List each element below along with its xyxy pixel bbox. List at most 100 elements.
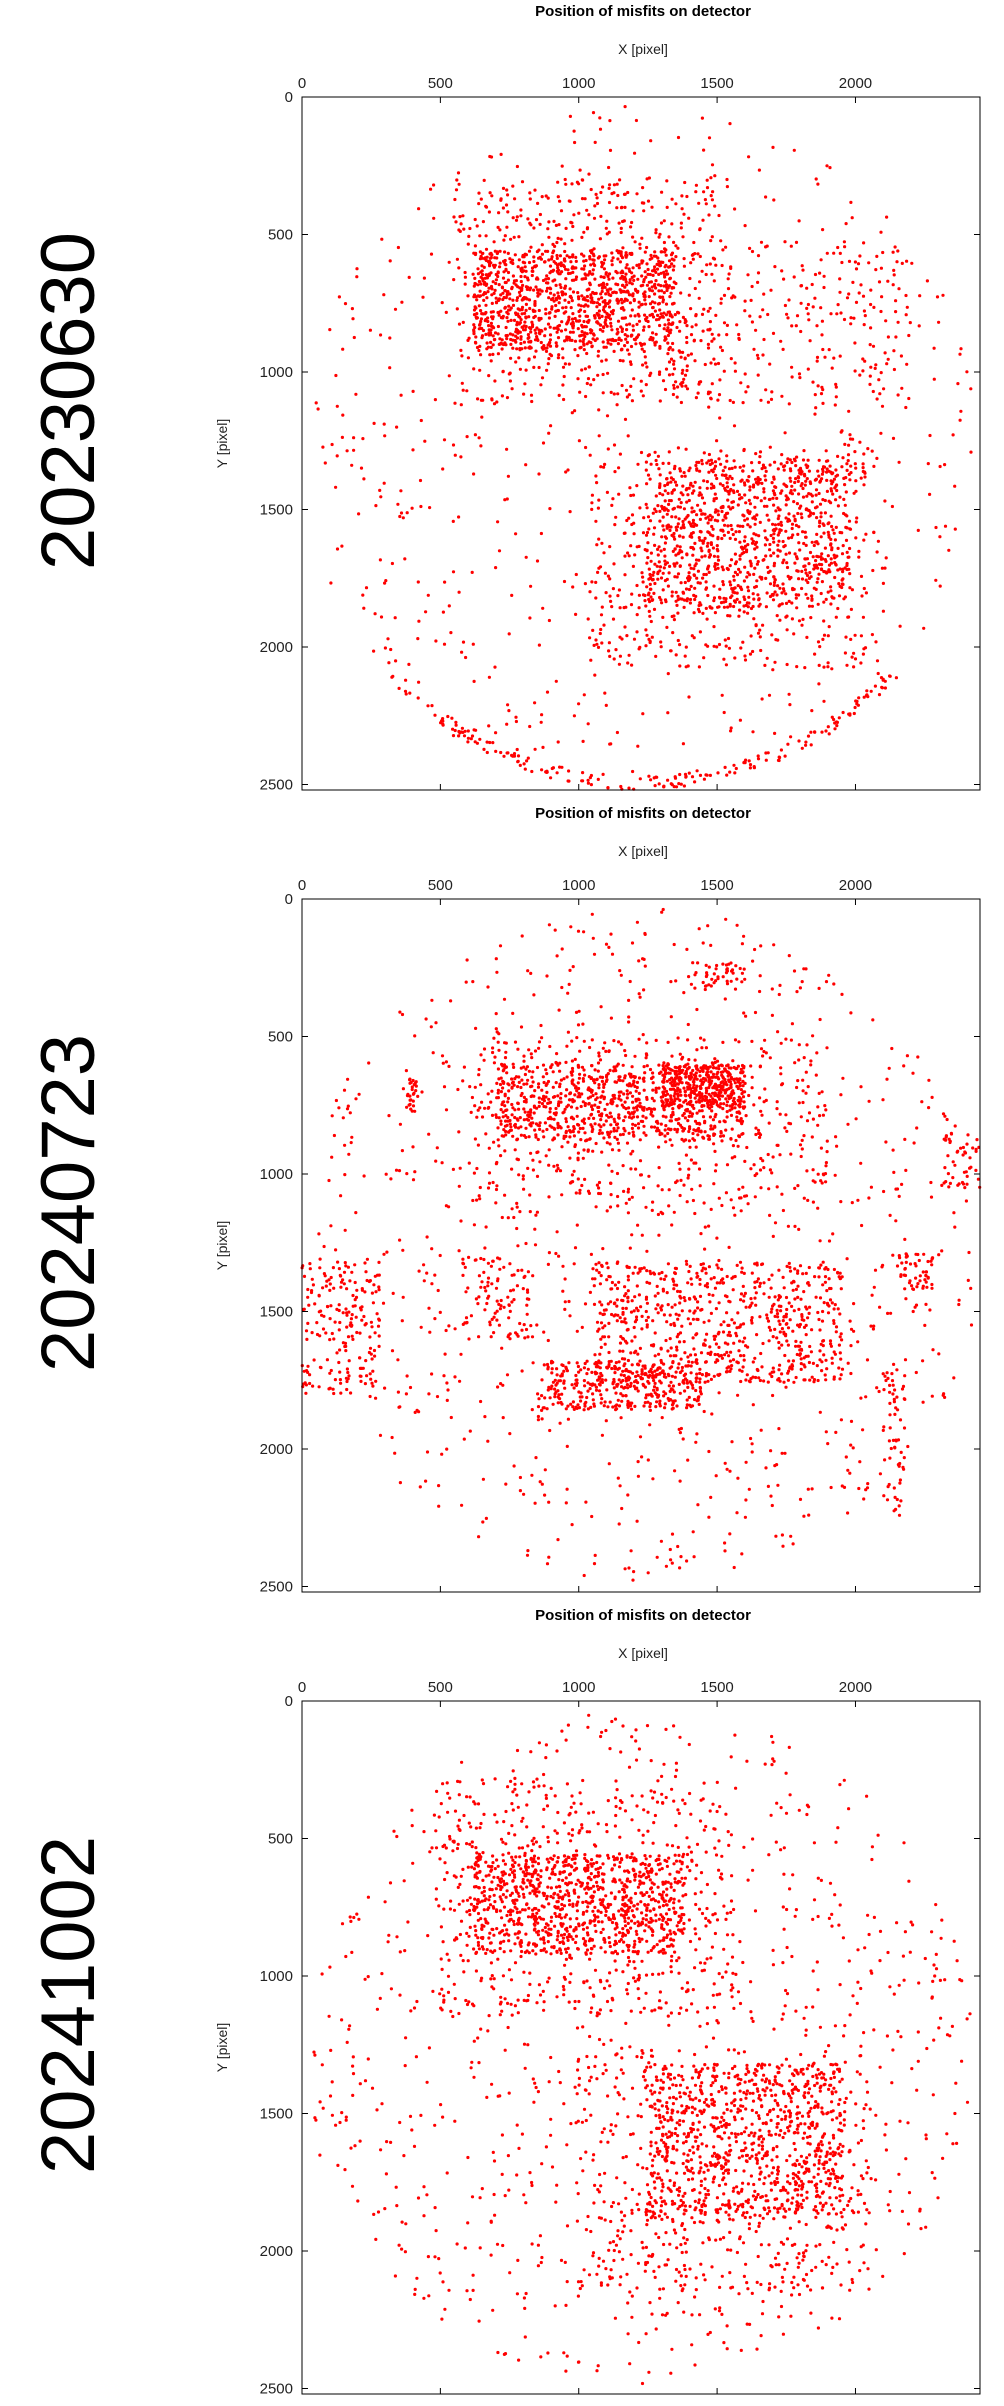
data-point xyxy=(663,1134,667,1138)
data-point xyxy=(822,619,826,623)
data-point xyxy=(926,462,930,466)
data-point xyxy=(429,252,434,256)
data-point xyxy=(393,616,397,620)
data-point xyxy=(712,357,716,361)
data-point xyxy=(591,628,595,633)
data-point xyxy=(725,481,729,485)
data-point xyxy=(548,352,552,356)
data-point xyxy=(556,291,560,295)
data-point xyxy=(667,330,671,334)
data-point xyxy=(661,314,665,318)
data-point xyxy=(830,524,834,529)
data-point xyxy=(562,579,567,584)
data-point xyxy=(526,336,530,340)
data-point xyxy=(586,617,590,621)
data-point xyxy=(703,536,707,541)
data-point xyxy=(713,510,718,514)
data-point xyxy=(514,719,518,724)
data-point xyxy=(703,554,707,558)
data-point xyxy=(382,481,386,485)
data-point xyxy=(534,1135,538,1139)
data-point xyxy=(547,220,551,224)
data-point xyxy=(764,245,768,249)
data-point xyxy=(627,786,631,790)
data-point xyxy=(861,294,866,298)
data-point xyxy=(463,270,467,275)
data-point xyxy=(540,1102,544,1106)
data-point xyxy=(838,277,842,281)
data-point xyxy=(646,199,651,203)
data-point xyxy=(677,551,681,555)
data-point xyxy=(577,1076,581,1080)
data-point xyxy=(600,260,604,264)
data-point xyxy=(396,245,400,250)
data-point xyxy=(658,485,662,490)
data-point xyxy=(673,480,677,484)
data-point xyxy=(596,349,601,353)
data-point xyxy=(546,362,550,366)
data-point xyxy=(640,571,644,575)
data-point xyxy=(628,1091,632,1095)
data-point xyxy=(662,273,666,277)
data-point xyxy=(453,728,457,733)
data-point xyxy=(682,507,686,511)
data-point xyxy=(799,512,803,516)
data-point xyxy=(625,283,629,287)
data-point xyxy=(668,295,672,299)
data-point xyxy=(720,473,725,477)
data-point xyxy=(858,373,862,377)
data-point xyxy=(888,674,892,678)
data-point xyxy=(661,588,665,592)
data-point xyxy=(699,380,703,384)
data-point xyxy=(404,678,408,682)
data-point xyxy=(534,218,539,222)
data-point xyxy=(746,273,750,277)
data-point xyxy=(482,747,486,752)
data-point xyxy=(615,327,619,331)
data-point xyxy=(587,172,591,176)
data-point xyxy=(528,288,532,292)
y-tick-label: 2000 xyxy=(260,639,293,656)
data-point xyxy=(675,544,679,548)
data-point xyxy=(508,257,512,261)
data-point xyxy=(721,518,725,522)
data-point xyxy=(859,634,864,638)
data-point xyxy=(755,579,759,583)
data-point xyxy=(586,722,590,726)
data-point xyxy=(713,492,717,496)
data-point xyxy=(847,615,851,619)
data-point xyxy=(509,318,513,322)
data-point xyxy=(684,1098,688,1103)
data-point xyxy=(838,290,842,294)
data-point xyxy=(673,575,677,579)
data-point xyxy=(644,533,649,537)
data-point xyxy=(424,610,428,614)
data-point xyxy=(729,558,734,562)
data-point xyxy=(388,366,392,370)
data-point xyxy=(508,292,512,296)
data-point xyxy=(861,615,866,619)
data-point xyxy=(614,515,618,519)
data-point xyxy=(648,302,653,306)
data-point xyxy=(486,290,490,294)
data-point xyxy=(780,453,784,457)
data-point xyxy=(547,1163,551,1167)
data-point xyxy=(704,272,708,277)
data-point xyxy=(811,555,815,559)
data-point xyxy=(534,349,538,353)
data-point xyxy=(761,623,765,627)
data-point xyxy=(780,1192,784,1196)
data-point xyxy=(534,285,538,289)
data-point xyxy=(504,1114,508,1118)
data-point xyxy=(350,463,354,467)
data-point xyxy=(666,584,670,588)
data-point xyxy=(662,566,666,570)
data-point xyxy=(849,464,853,468)
data-point xyxy=(854,300,859,304)
data-point xyxy=(833,561,837,565)
data-point xyxy=(794,523,799,528)
data-point xyxy=(738,1084,742,1088)
data-point xyxy=(491,741,495,745)
data-point xyxy=(605,282,609,286)
data-point xyxy=(690,510,694,514)
